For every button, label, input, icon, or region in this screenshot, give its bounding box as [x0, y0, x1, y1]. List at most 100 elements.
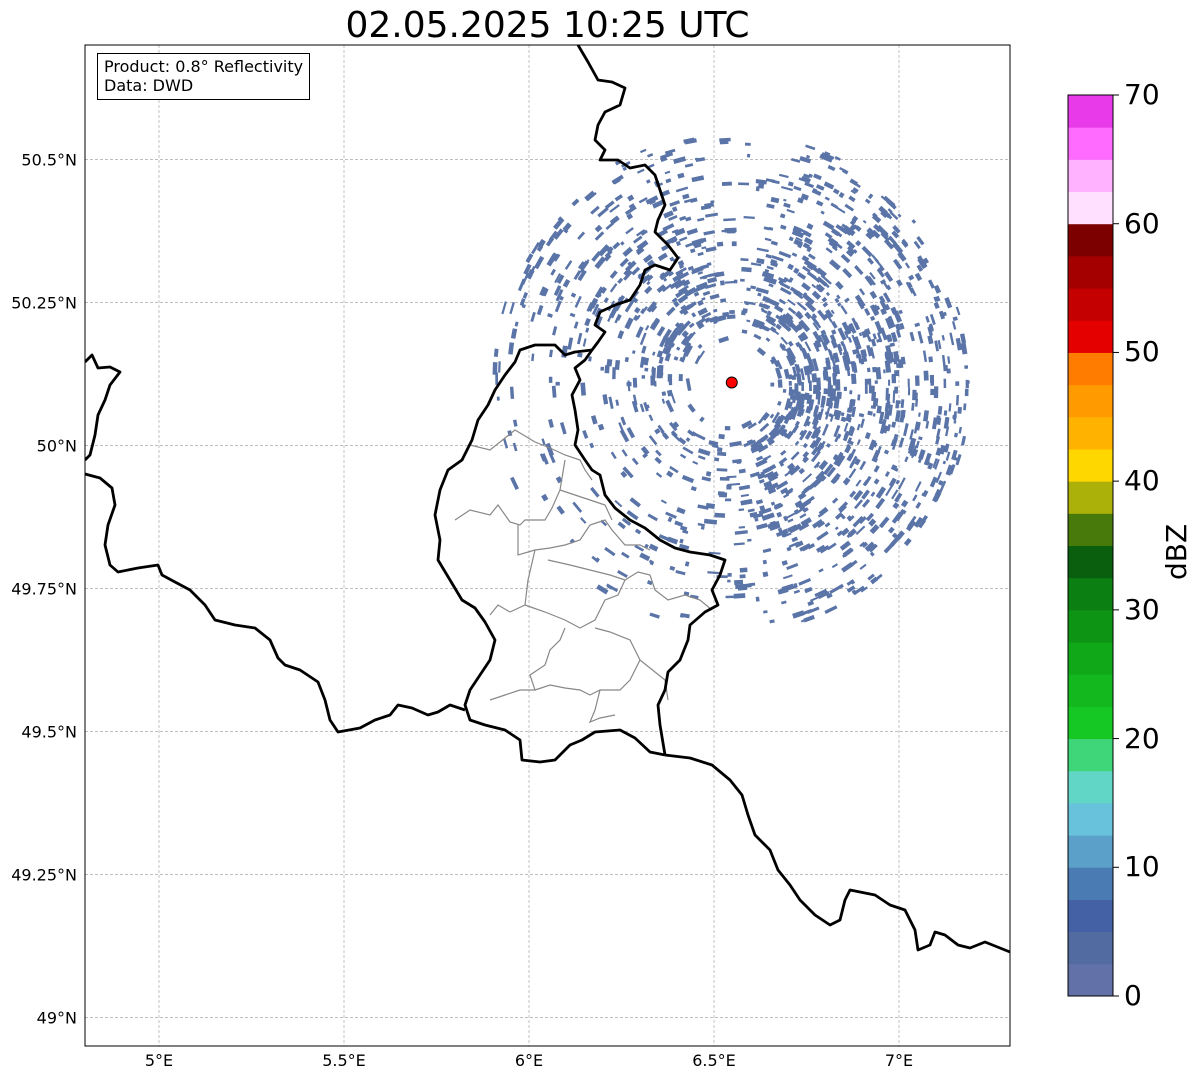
colorbar-segment — [1068, 931, 1113, 965]
echo-pixel — [687, 265, 694, 271]
echo-pixel — [860, 349, 868, 363]
echo-pixel — [798, 498, 812, 510]
echo-pixel — [787, 181, 794, 187]
echo-pixel — [885, 284, 892, 291]
echo-pixel — [934, 488, 942, 497]
echo-pixel — [681, 474, 695, 484]
echo-pixel — [693, 291, 700, 297]
echo-pixel — [721, 181, 732, 187]
echo-pixel — [796, 373, 802, 385]
echo-pixel — [942, 460, 947, 465]
echo-pixel — [843, 422, 849, 432]
echo-pixel — [770, 501, 776, 506]
echo-pixel — [572, 501, 583, 513]
echo-pixel — [870, 338, 877, 347]
echo-pixel — [955, 453, 962, 466]
echo-pixel — [664, 170, 671, 175]
echo-pixel — [622, 166, 627, 171]
echo-pixel — [815, 184, 825, 191]
colorbar-title: dBZ — [1160, 523, 1193, 580]
echo-pixel — [852, 585, 865, 596]
echo-pixel — [860, 418, 865, 428]
echo-pixel — [868, 543, 878, 553]
echo-pixel — [791, 536, 799, 543]
echo-pixel — [830, 339, 839, 349]
echo-pixel — [576, 332, 583, 345]
echo-pixel — [707, 277, 718, 284]
echo-pixel — [590, 205, 600, 215]
echo-pixel — [743, 301, 756, 306]
echo-pixel — [681, 330, 689, 338]
echo-pixel — [547, 313, 553, 318]
echo-pixel — [634, 528, 642, 535]
echo-pixel — [853, 321, 861, 331]
echo-pixel — [559, 295, 564, 301]
echo-pixel — [804, 181, 815, 189]
echo-pixel — [900, 499, 909, 508]
echo-pixel — [855, 240, 862, 247]
echo-pixel — [787, 307, 797, 315]
echo-pixel — [782, 528, 789, 535]
echo-pixel — [629, 497, 641, 508]
echo-pixel — [632, 235, 643, 244]
echo-pixel — [623, 270, 633, 281]
echo-pixel — [763, 610, 768, 614]
echo-pixel — [805, 352, 814, 366]
echo-pixel — [815, 200, 824, 207]
echo-pixel — [864, 541, 876, 552]
echo-pixel — [846, 585, 856, 593]
echo-pixel — [793, 267, 800, 275]
echo-pixel — [668, 421, 678, 432]
echo-pixel — [675, 240, 682, 247]
echo-pixel — [808, 380, 812, 392]
echo-pixel — [510, 328, 518, 339]
echo-pixel — [854, 294, 866, 308]
echo-pixel — [857, 394, 861, 401]
echo-pixel — [776, 359, 783, 370]
echo-pixel — [767, 319, 777, 327]
colorbar-frame — [1067, 94, 1114, 997]
echo-pixel — [657, 252, 668, 262]
echo-pixel — [740, 278, 745, 282]
echo-pixel — [834, 297, 840, 304]
echo-pixel — [548, 376, 553, 383]
lat-tick-label: 50°N — [37, 436, 77, 455]
echo-pixel — [955, 394, 959, 406]
echo-pixel — [773, 419, 781, 428]
echo-pixel — [813, 173, 822, 181]
echo-pixel — [864, 198, 871, 204]
echo-pixel — [787, 340, 794, 347]
echo-pixel — [656, 284, 666, 293]
echo-pixel — [815, 463, 820, 468]
echo-pixel — [834, 409, 842, 421]
echo-pixel — [773, 304, 784, 313]
echo-pixel — [509, 386, 515, 399]
echo-pixel — [767, 298, 780, 308]
echo-pixel — [796, 403, 805, 417]
echo-pixel — [893, 358, 898, 365]
echo-pixel — [645, 179, 651, 184]
graticule — [85, 45, 1010, 1046]
echo-pixel — [834, 526, 839, 531]
echo-pixel — [591, 555, 600, 563]
echo-pixel — [668, 215, 678, 221]
echo-pixel — [503, 438, 509, 449]
echo-pixel — [803, 485, 811, 493]
echo-pixel — [826, 466, 836, 478]
echo-pixel — [824, 232, 833, 239]
echo-pixel — [839, 540, 851, 551]
echo-pixel — [767, 488, 777, 495]
echo-pixel — [867, 193, 874, 200]
echo-pixel — [873, 465, 880, 473]
echo-pixel — [802, 442, 808, 449]
lat-tick-label: 49.75°N — [11, 579, 77, 598]
echo-pixel — [886, 393, 891, 403]
echo-pixel — [669, 565, 676, 571]
echo-pixel — [829, 414, 834, 422]
echo-pixel — [793, 589, 801, 594]
echo-pixel — [747, 538, 752, 542]
echo-pixel — [611, 174, 624, 185]
echo-pixel — [832, 475, 840, 484]
echo-pixel — [578, 274, 584, 280]
echo-pixel — [827, 348, 834, 361]
